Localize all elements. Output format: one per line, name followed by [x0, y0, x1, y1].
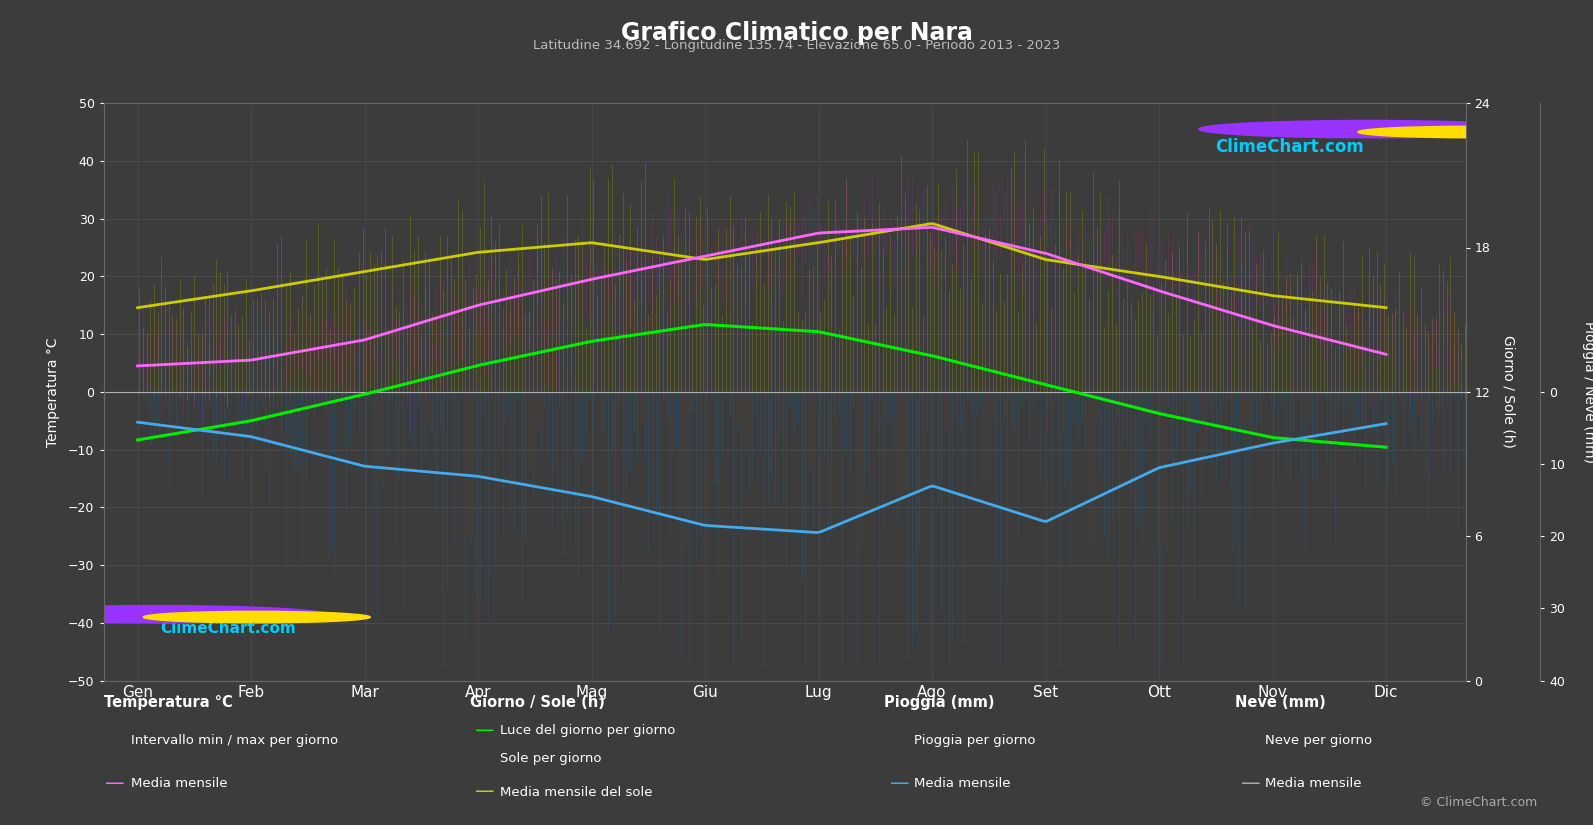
Text: —: —	[890, 774, 910, 794]
Circle shape	[1200, 120, 1539, 138]
Text: © ClimeChart.com: © ClimeChart.com	[1419, 795, 1537, 808]
Text: Giorno / Sole (h): Giorno / Sole (h)	[470, 695, 605, 710]
Text: Intervallo min / max per giorno: Intervallo min / max per giorno	[131, 734, 338, 747]
Text: Neve per giorno: Neve per giorno	[1265, 734, 1372, 747]
Text: Media mensile: Media mensile	[1265, 777, 1362, 790]
Text: —: —	[475, 721, 494, 741]
Text: —: —	[1241, 774, 1260, 794]
Text: Sole per giorno: Sole per giorno	[500, 752, 602, 765]
Text: ClimeChart.com: ClimeChart.com	[1214, 138, 1364, 156]
Text: Pioggia per giorno: Pioggia per giorno	[914, 734, 1035, 747]
Text: Pioggia (mm): Pioggia (mm)	[884, 695, 994, 710]
Text: Luce del giorno per giorno: Luce del giorno per giorno	[500, 724, 675, 738]
Text: Latitudine 34.692 - Longitudine 135.74 - Elevazione 65.0 - Periodo 2013 - 2023: Latitudine 34.692 - Longitudine 135.74 -…	[534, 39, 1059, 52]
Text: Neve (mm): Neve (mm)	[1235, 695, 1325, 710]
Circle shape	[1357, 126, 1585, 138]
Text: —: —	[105, 774, 124, 794]
Text: ClimeChart.com: ClimeChart.com	[161, 621, 296, 636]
Y-axis label: Temperatura °C: Temperatura °C	[46, 337, 59, 446]
Circle shape	[0, 606, 325, 623]
Text: Grafico Climatico per Nara: Grafico Climatico per Nara	[621, 21, 972, 45]
Text: Media mensile: Media mensile	[131, 777, 228, 790]
Text: Media mensile: Media mensile	[914, 777, 1012, 790]
Circle shape	[143, 611, 370, 623]
Y-axis label: Giorno / Sole (h): Giorno / Sole (h)	[1502, 336, 1515, 448]
Text: Media mensile del sole: Media mensile del sole	[500, 785, 653, 799]
Y-axis label: Pioggia / Neve (mm): Pioggia / Neve (mm)	[1582, 321, 1593, 463]
Text: Temperatura °C: Temperatura °C	[104, 695, 233, 710]
Text: —: —	[475, 782, 494, 802]
